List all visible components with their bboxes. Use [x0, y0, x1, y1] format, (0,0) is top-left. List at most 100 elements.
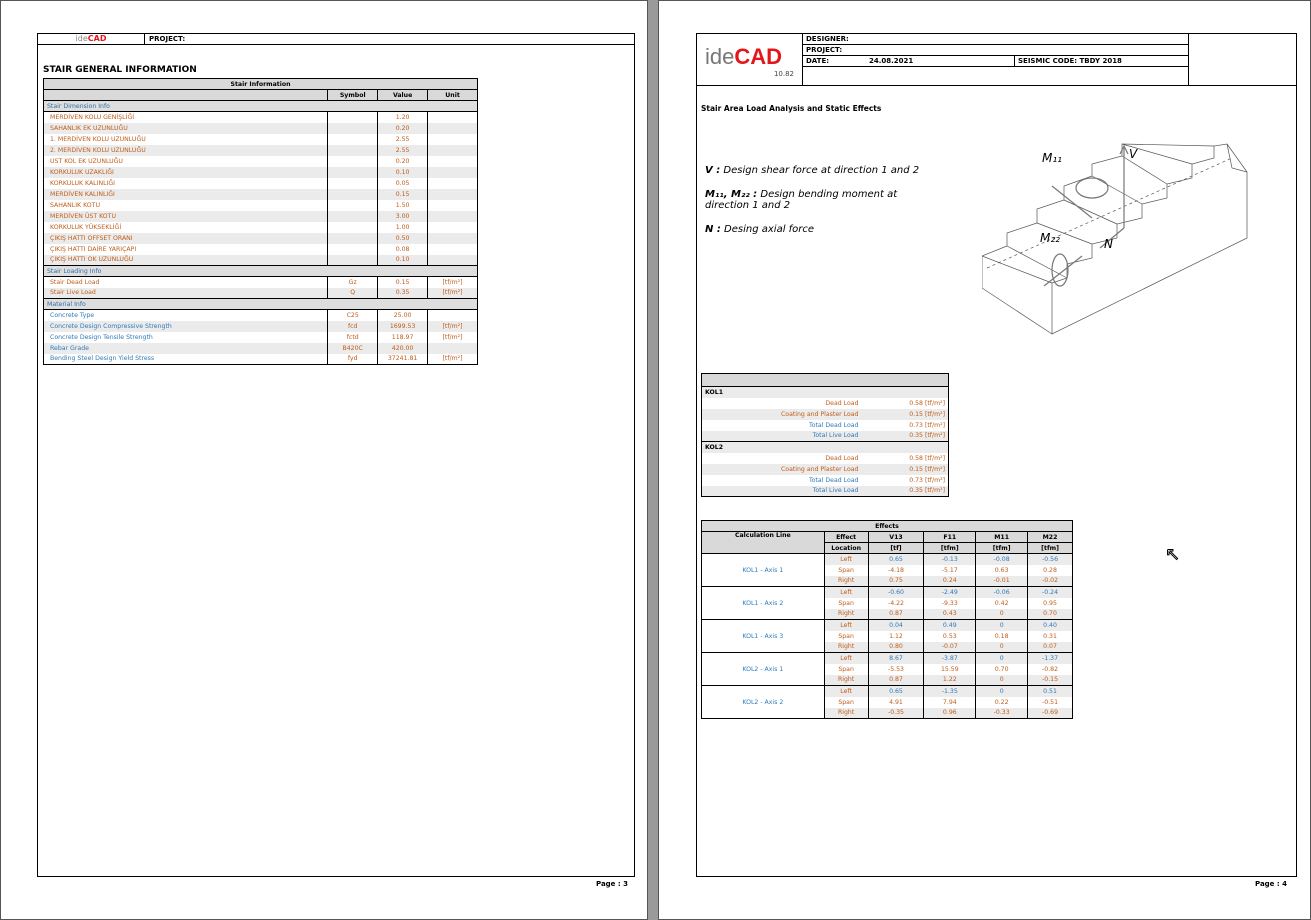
effect-value: -4.18	[867, 564, 924, 576]
effect-value: -0.15	[1027, 674, 1073, 686]
table-row: Bending Steel Design Yield Stress fyd 3724…	[44, 353, 478, 365]
effect-location: Span	[823, 630, 869, 642]
effect-value: 0.04	[867, 619, 924, 631]
calculation-line: KOL2 - Axis 2	[701, 685, 825, 719]
table-row: Right 0.80 -0.07 0 0.07	[702, 641, 1073, 653]
table-row: MERDİVEN KOLU GENİŞLİĞİ 1.20	[44, 111, 478, 123]
effect-value: -0.35	[867, 707, 924, 719]
effect-value: 8.67	[867, 652, 924, 664]
row-unit: [tf/m²]	[427, 276, 478, 288]
effect-value: 1.22	[923, 674, 976, 686]
n-arrow-icon	[1099, 227, 1125, 249]
effect-value: 0.65	[867, 553, 924, 565]
row-symbol	[327, 254, 378, 266]
row-value: 2.55	[377, 133, 428, 145]
effect-value: -5.17	[923, 564, 976, 576]
row-symbol	[327, 144, 378, 156]
logo-prefix: ide	[705, 44, 735, 69]
date-value: 24.08.2021	[869, 57, 914, 65]
row-unit	[427, 243, 478, 255]
effect-value: -0.69	[1027, 707, 1073, 719]
row-symbol	[327, 166, 378, 178]
effect-location: Span	[823, 564, 869, 576]
effect-value: -0.01	[975, 575, 1028, 587]
row-symbol	[327, 199, 378, 211]
stair-diagram: M₁₁ V M₂₂ N	[982, 143, 1248, 335]
table-row: ÇIKIŞ HATTI DAİRE YARIÇAPI 0.08	[44, 243, 478, 255]
idecad-logo: ideCAD 10.82	[697, 34, 803, 86]
table-row: KOL2 - Axis 2 Left 0.65 -1.35 0 0.51	[701, 685, 1073, 719]
row-value: 0.10	[377, 166, 428, 178]
legend-text: Desing axial force	[720, 224, 815, 235]
row-unit	[427, 232, 478, 244]
load-group-name: KOL1	[701, 386, 949, 398]
row-label: ÇIKIŞ HATTI DAİRE YARIÇAPI	[50, 245, 137, 253]
page-header: ideCAD PROJECT:	[38, 34, 634, 45]
row-unit	[427, 166, 478, 178]
section-row: Stair Loading Info	[43, 265, 478, 277]
effect-value: -0.06	[975, 586, 1028, 598]
table-row: MERDİVEN KALINLIĞI 0.15	[43, 188, 478, 200]
row-unit: [tf/m²]	[427, 320, 478, 332]
row-unit	[427, 199, 478, 211]
effect-value: -1.35	[923, 685, 976, 697]
project-label: PROJECT:	[149, 35, 186, 43]
row-value: 0.50	[377, 232, 428, 244]
effect-value: 7.94	[923, 696, 976, 708]
row-symbol	[327, 210, 378, 222]
table-row: ÇIKIŞ HATTI OFFSET ORANI 0.50	[43, 232, 478, 244]
effects-table: Effects Calculation Line Effect V13 F11 M11 M…	[701, 520, 1073, 719]
legend-text: Design shear force at direction 1 and 2	[720, 165, 920, 176]
effect-location: Right	[823, 608, 869, 620]
calculation-line: KOL1 - Axis 1	[701, 553, 825, 587]
table-row: Concrete Design Tensile Strength fctd 118.…	[44, 331, 478, 343]
report-page-4: ideCAD 10.82 DESIGNER: PROJECT: DATE: 24…	[658, 0, 1311, 920]
effect-value: 0.75	[867, 575, 924, 587]
table-row: Concrete Design Compressive Strength fcd 1…	[43, 320, 478, 332]
load-name: Total Live Load	[701, 485, 862, 497]
effect-value: -4.22	[867, 597, 924, 609]
effect-value: 0	[975, 652, 1028, 664]
col-header-value: Value	[377, 89, 429, 101]
col-header: M22	[1027, 531, 1073, 543]
table-row: Total Dead Load 0.73 [tf/m²]	[702, 475, 949, 486]
effect-value: -0.82	[1027, 663, 1073, 675]
effect-value: 0.53	[923, 630, 976, 642]
table-row: 2. MERDİVEN KOLU UZUNLUĞU 2.55	[43, 144, 478, 156]
table-row: Dead Load 0.58 [tf/m²]	[702, 453, 949, 464]
effect-location: Left	[823, 652, 869, 664]
effect-value: 0.28	[1027, 564, 1073, 576]
effect-value: 0	[975, 608, 1028, 620]
effect-value: 0.42	[975, 597, 1028, 609]
table-row: Coating and Plaster Load 0.15 [tf/m²]	[701, 463, 949, 475]
legend-key: N :	[705, 224, 721, 235]
col-header-symbol: Symbol	[327, 89, 379, 101]
col-header: F11	[923, 531, 977, 543]
effect-value: 0.96	[923, 707, 976, 719]
m11-moment-icon	[1075, 177, 1109, 199]
row-unit	[427, 177, 478, 189]
col-header-unit: Unit	[427, 89, 478, 101]
load-value: 0.35 [tf/m²]	[861, 485, 949, 497]
effect-location: Right	[823, 641, 869, 653]
row-symbol: fctd	[327, 331, 378, 343]
load-name: Coating and Plaster Load	[701, 408, 862, 420]
row-symbol	[327, 133, 378, 145]
page-frame: ideCAD PROJECT: STAIR GENERAL INFORMATIO…	[37, 33, 635, 877]
col-header: [tfm]	[1027, 542, 1073, 554]
row-value: 1.20	[377, 111, 428, 123]
effect-value: -9.33	[923, 597, 976, 609]
page-title: STAIR GENERAL INFORMATION	[43, 65, 197, 75]
section-title: Material Info	[43, 298, 478, 310]
load-group-name: KOL2	[701, 441, 949, 453]
logo-brand: CAD	[734, 44, 783, 69]
table-row: UST KOL EK UZUNLUĞU 0.20	[44, 155, 478, 167]
effect-value: -0.02	[1027, 575, 1073, 587]
seismic-code: SEISMIC CODE: TBDY 2018	[1014, 56, 1122, 67]
load-value: 0.15 [tf/m²]	[861, 408, 949, 420]
stair-outline	[982, 143, 1248, 335]
row-symbol: fyd	[327, 353, 378, 365]
row-symbol	[327, 111, 378, 123]
row-value: 1.50	[377, 199, 428, 211]
load-value: 0.73 [tf/m²]	[909, 476, 945, 484]
